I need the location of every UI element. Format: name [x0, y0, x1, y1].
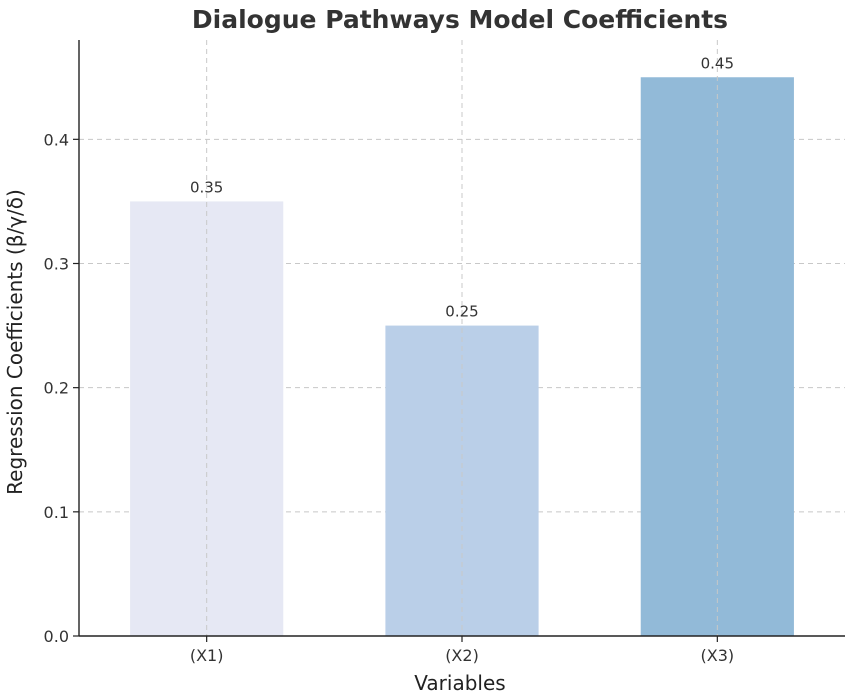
y-tick-label: 0.1 [44, 503, 69, 522]
y-tick-label: 0.3 [44, 255, 69, 274]
y-axis-label: Regression Coefficients (β/γ/δ) [3, 189, 27, 495]
y-tick-label: 0.0 [44, 627, 69, 646]
x-tick-label: (X2) [445, 646, 479, 665]
data-label: 0.25 [445, 303, 478, 321]
y-tick-label: 0.4 [44, 130, 69, 149]
data-label: 0.45 [701, 54, 734, 72]
vertical-grid-lines [206, 40, 718, 636]
data-label: 0.35 [190, 178, 223, 196]
x-tick-labels: (X1) (X2) (X3) [190, 636, 734, 665]
data-labels: 0.35 0.25 0.45 [190, 54, 734, 320]
x-tick-label: (X1) [190, 646, 224, 665]
y-tick-labels: 0.0 0.1 0.2 0.3 0.4 [44, 130, 79, 646]
x-axis-label: Variables [414, 671, 505, 695]
x-tick-label: (X3) [701, 646, 735, 665]
chart-title: Dialogue Pathways Model Coefficients [192, 5, 728, 34]
y-tick-label: 0.2 [44, 379, 69, 398]
